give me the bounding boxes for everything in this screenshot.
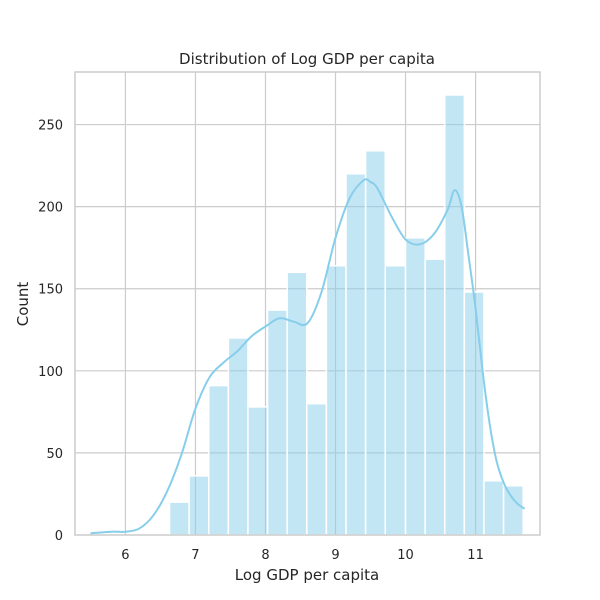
y-tick-label: 250 xyxy=(38,119,63,134)
histogram-bar xyxy=(345,173,367,536)
histogram-bar xyxy=(364,150,386,536)
chart-title: Distribution of Log GDP per capita xyxy=(179,50,435,68)
histogram-bar xyxy=(404,237,426,536)
y-tick-label: 100 xyxy=(38,365,63,380)
histogram-bars xyxy=(168,94,524,536)
histogram-bar xyxy=(384,264,407,536)
histogram-bar xyxy=(424,258,446,536)
histogram-bar xyxy=(266,309,288,536)
histogram-bar xyxy=(188,475,210,536)
histogram-bar xyxy=(444,94,466,536)
x-tick-labels: 6 7 8 9 10 11 xyxy=(121,548,484,563)
x-tick-label: 6 xyxy=(121,548,129,563)
x-tick-label: 9 xyxy=(331,548,339,563)
y-tick-label: 150 xyxy=(38,283,63,298)
histogram-bar xyxy=(463,291,485,536)
x-tick-label: 7 xyxy=(191,548,199,563)
histogram-bar xyxy=(502,484,524,536)
histogram-bar xyxy=(168,501,190,536)
plot-frame xyxy=(74,71,541,536)
x-tick-label: 8 xyxy=(261,548,269,563)
y-tick-label: 0 xyxy=(55,529,63,544)
histogram-bar xyxy=(208,384,230,536)
x-axis-label: Log GDP per capita xyxy=(235,566,379,584)
histogram-bar xyxy=(227,337,249,536)
histogram-bar xyxy=(306,402,328,536)
y-tick-labels: 0 50 100 150 200 250 xyxy=(38,119,63,544)
x-tick-label: 10 xyxy=(397,548,414,563)
kde-curve xyxy=(90,178,526,535)
y-tick-label: 50 xyxy=(46,447,63,462)
histogram-bar xyxy=(483,480,505,536)
histogram-bar xyxy=(286,271,308,536)
y-tick-label: 200 xyxy=(38,201,63,216)
histogram-bar xyxy=(325,264,347,536)
histogram-bar xyxy=(247,406,269,536)
y-axis-label: Count xyxy=(14,282,32,327)
x-tick-label: 11 xyxy=(467,548,484,563)
